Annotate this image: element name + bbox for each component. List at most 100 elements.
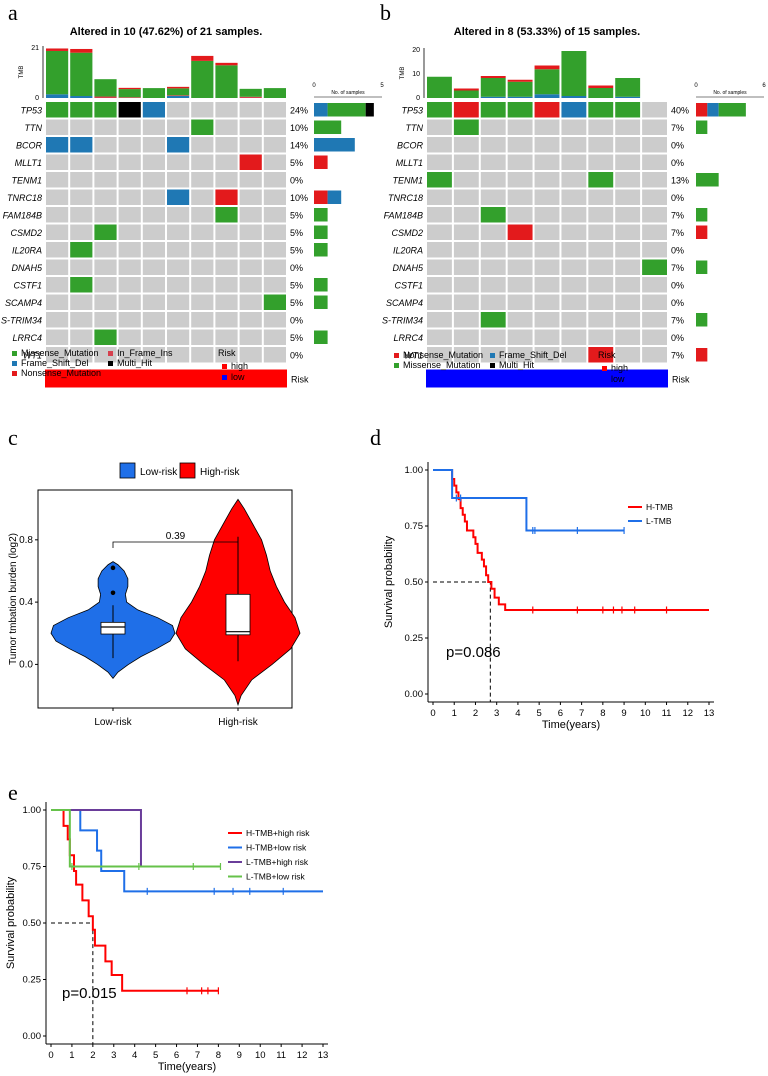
legend-label: L-TMB+high risk — [246, 857, 309, 867]
outlier-point — [110, 590, 116, 596]
tmb-axis-min: 0 — [416, 95, 420, 102]
mutation-cell — [239, 207, 262, 223]
mutation-cell — [615, 259, 641, 275]
mutation-cell — [239, 137, 262, 153]
mutation-cell — [453, 329, 479, 345]
mutation-cell — [191, 294, 214, 310]
gene-percent: 7% — [671, 211, 684, 221]
mutation-cell — [507, 207, 533, 223]
mutation-cell — [215, 347, 238, 363]
mutation-cell — [588, 137, 614, 153]
tmb-bar-segment — [167, 95, 190, 97]
mutation-cell — [561, 224, 587, 240]
survival-curve — [51, 809, 323, 893]
mutation-cell — [427, 277, 452, 293]
mutation-cell — [561, 329, 587, 345]
x-tick-label: 2 — [473, 708, 478, 719]
legend-label: Multi_Hit — [499, 360, 535, 370]
tmb-bar-segment — [239, 96, 262, 98]
gene-label: LRRC4 — [12, 333, 42, 343]
mutation-cell — [561, 242, 587, 258]
mutation-cell — [239, 154, 262, 170]
sample-count-bar — [696, 225, 708, 239]
mutation-cell — [46, 294, 69, 310]
y-tick-label: 0.25 — [405, 633, 424, 644]
legend-swatch — [12, 371, 17, 376]
gene-label: MLLT1 — [15, 158, 42, 168]
sample-count-bar — [314, 330, 328, 344]
sample-count-bar — [696, 260, 708, 274]
mutation-cell — [642, 347, 667, 363]
mutation-cell — [427, 259, 452, 275]
mutation-cell — [94, 119, 117, 135]
sample-count-bar — [314, 243, 328, 257]
mutation-cell — [615, 189, 641, 205]
y-axis-label: Tumor tmbation burden (log2) — [8, 533, 19, 665]
gene-label: TP53 — [20, 106, 42, 116]
mutation-cell — [427, 242, 452, 258]
mutation-cell — [118, 154, 141, 170]
gene-percent: 7% — [671, 316, 684, 326]
mutation-cell — [215, 154, 238, 170]
mutation-cell — [263, 102, 286, 118]
mutation-cell — [94, 102, 117, 118]
gene-label: TTN — [406, 123, 424, 133]
gene-label: DNAH5 — [11, 263, 43, 273]
mutation-cell — [453, 224, 479, 240]
sample-count-bar — [327, 190, 342, 204]
mutation-cell — [480, 277, 506, 293]
tmb-bar-segment — [561, 96, 587, 98]
risk-legend-label: high — [611, 363, 628, 373]
sample-count-bar — [314, 103, 328, 117]
risk-legend-title: Risk — [218, 348, 236, 358]
mutation-cell — [215, 119, 238, 135]
mutation-cell — [615, 277, 641, 293]
sample-count-bar — [696, 173, 719, 187]
x-tick-label: 3 — [111, 1050, 116, 1061]
mutation-cell — [94, 172, 117, 188]
mutation-cell — [263, 242, 286, 258]
mutation-cell — [453, 242, 479, 258]
gene-label: IL20RA — [12, 246, 42, 256]
mutation-cell — [239, 347, 262, 363]
mutation-cell — [70, 329, 93, 345]
survival-curve — [51, 809, 221, 868]
gene-label: TENM1 — [11, 176, 42, 186]
mutation-cell — [263, 347, 286, 363]
mutation-cell — [615, 172, 641, 188]
risk-legend-label: high — [231, 361, 248, 371]
gene-label: CSTF1 — [394, 281, 423, 291]
panel-label-b: b — [380, 0, 391, 25]
gene-percent: 5% — [290, 228, 303, 238]
mutation-cell — [70, 347, 93, 363]
samples-axis-tick: 5 — [380, 83, 384, 89]
mutation-cell — [642, 154, 667, 170]
y-axis-label: Survival probability — [5, 876, 17, 969]
tmb-bar-segment — [70, 52, 93, 97]
mutation-cell — [239, 102, 262, 118]
tmb-bar-segment — [215, 65, 238, 98]
mutation-cell — [263, 207, 286, 223]
mutation-cell — [191, 189, 214, 205]
y-tick-label: 0.00 — [405, 689, 424, 700]
mutation-cell — [427, 294, 452, 310]
gene-percent: 0% — [290, 176, 303, 186]
mutation-cell — [615, 154, 641, 170]
p-value-label: p=0.015 — [62, 985, 117, 1002]
tmb-axis-max: 21 — [31, 45, 39, 52]
mutation-cell — [642, 207, 667, 223]
mutation-cell — [70, 224, 93, 240]
mutation-cell — [427, 172, 452, 188]
x-tick-label: 5 — [537, 708, 542, 719]
tmb-axis-mid: 10 — [412, 71, 420, 78]
x-tick-label: 10 — [255, 1050, 266, 1061]
gene-percent: 7% — [671, 351, 684, 361]
mutation-cell — [94, 154, 117, 170]
survival-curve — [433, 469, 625, 532]
tmb-axis-max: 20 — [412, 47, 420, 54]
gene-percent: 0% — [671, 298, 684, 308]
mutation-cell — [480, 172, 506, 188]
